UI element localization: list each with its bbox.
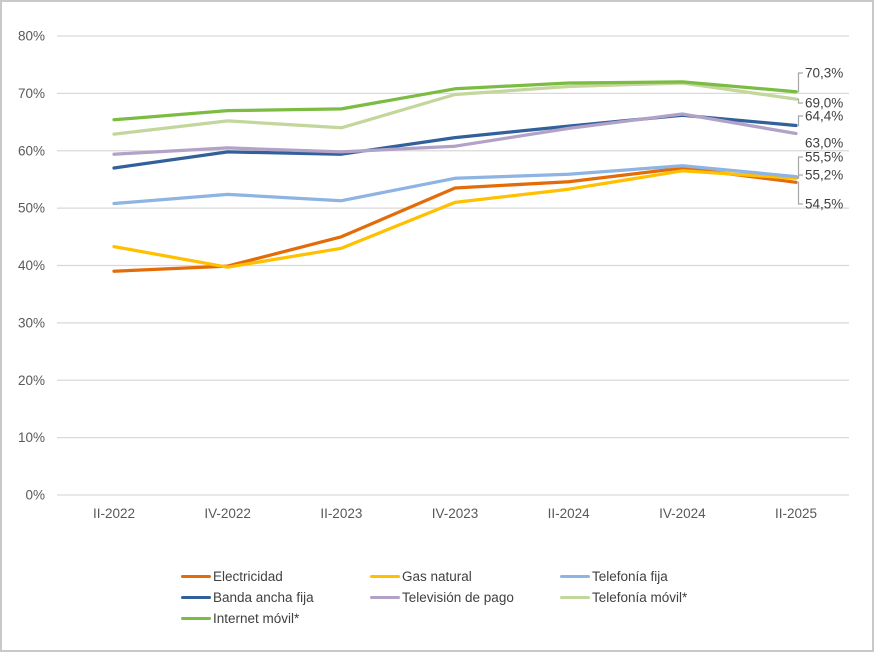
data-label-telefonia-fija: 55,5% <box>805 150 843 165</box>
legend-label-telefonia-movil: Telefonía móvil* <box>592 590 688 605</box>
legend-swatch-internet-movil <box>181 616 211 621</box>
legend-label-gas-natural: Gas natural <box>402 569 472 584</box>
legend-swatch-telefonia-movil <box>560 595 590 600</box>
series-line-television-de-pago <box>112 112 798 156</box>
chart-legend: Electricidad Gas natural Telefonía fija Ban… <box>181 566 687 629</box>
x-tick-label-ii-2025: II-2025 <box>775 506 817 521</box>
legend-label-banda-ancha-fija: Banda ancha fija <box>213 590 314 605</box>
data-label-television-de-pago: 63,0% <box>805 136 843 151</box>
y-tick-label-30%: 30% <box>18 315 45 330</box>
series-line-electricidad <box>112 166 798 273</box>
legend-item-gas-natural: Gas natural <box>370 566 560 587</box>
legend-label-internet-movil: Internet móvil* <box>213 611 300 626</box>
legend-item-banda-ancha-fija: Banda ancha fija <box>181 587 370 608</box>
x-tick-label-iv-2023: IV-2023 <box>432 506 479 521</box>
x-tick-label-iv-2024: IV-2024 <box>659 506 706 521</box>
series-line-gas-natural <box>112 169 798 269</box>
x-tick-label-ii-2024: II-2024 <box>548 506 591 521</box>
data-label-banda-ancha-fija: 64,4% <box>805 109 843 124</box>
legend-item-television-de-pago: Televisión de pago <box>370 587 560 608</box>
legend-swatch-electricidad <box>181 574 211 579</box>
leader-line-telefonia-fija <box>797 156 803 178</box>
legend-item-internet-movil: Internet móvil* <box>181 608 370 629</box>
x-tick-label-iv-2022: IV-2022 <box>204 506 251 521</box>
x-tick-label-ii-2022: II-2022 <box>93 506 135 521</box>
legend-item-telefonia-movil: Telefonía móvil* <box>560 587 687 608</box>
y-tick-label-60%: 60% <box>18 143 45 158</box>
data-label-electricidad: 54,5% <box>805 197 843 212</box>
y-tick-label-70%: 70% <box>18 86 45 101</box>
y-tick-label-20%: 20% <box>18 373 45 388</box>
legend-item-electricidad: Electricidad <box>181 566 370 587</box>
y-tick-label-40%: 40% <box>18 258 45 273</box>
series-line-telefonia-movil <box>112 81 798 136</box>
legend-swatch-television-de-pago <box>370 595 400 600</box>
line-chart: 0% 10% 20% 30% 40% 50% 60% 70% 80% II-2022 IV-2022… <box>18 29 849 521</box>
leader-line-internet-movil <box>797 72 803 93</box>
data-label-internet-movil: 70,3% <box>805 66 843 81</box>
series-line-telefonia-fija <box>112 164 798 206</box>
legend-swatch-gas-natural <box>370 574 400 579</box>
leader-line-telefonia-movil <box>797 98 803 104</box>
data-label-telefonia-movil: 69,0% <box>805 96 843 111</box>
y-tick-label-80%: 80% <box>18 29 45 44</box>
data-label-gas-natural: 55,2% <box>805 168 843 183</box>
legend-label-television-de-pago: Televisión de pago <box>402 590 514 605</box>
legend-swatch-telefonia-fija <box>560 574 590 579</box>
y-tick-label-0%: 0% <box>25 488 45 503</box>
legend-label-telefonia-fija: Telefonía fija <box>592 569 668 584</box>
legend-label-electricidad: Electricidad <box>213 569 283 584</box>
leader-line-electricidad <box>797 181 803 205</box>
y-tick-label-10%: 10% <box>18 430 45 445</box>
y-tick-label-50%: 50% <box>18 201 45 216</box>
series-line-internet-movil <box>112 80 798 122</box>
x-tick-label-ii-2023: II-2023 <box>320 506 362 521</box>
legend-swatch-banda-ancha-fija <box>181 595 211 600</box>
leader-line-banda-ancha-fija <box>797 115 803 127</box>
legend-item-telefonia-fija: Telefonía fija <box>560 566 687 587</box>
